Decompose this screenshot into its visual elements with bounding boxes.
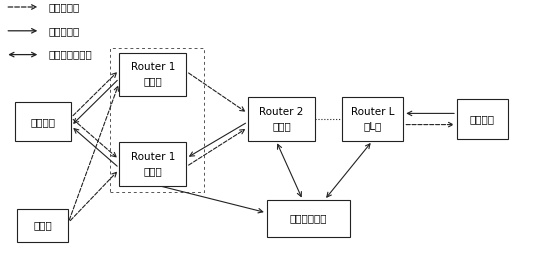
Text: Router L
第L层: Router L 第L层 (351, 107, 394, 131)
FancyBboxPatch shape (15, 102, 71, 141)
Text: 检测数据及结果: 检测数据及结果 (48, 50, 92, 60)
Text: 源服务器: 源服务器 (470, 114, 495, 124)
Text: 攻击者: 攻击者 (34, 220, 52, 230)
Text: 数据融合中心: 数据融合中心 (289, 213, 327, 223)
Text: Router 1
第一层: Router 1 第一层 (131, 152, 175, 176)
FancyBboxPatch shape (17, 209, 69, 241)
Text: Router 2
第二层: Router 2 第二层 (259, 107, 303, 131)
FancyBboxPatch shape (266, 200, 349, 237)
FancyBboxPatch shape (248, 97, 315, 141)
Text: 发送兴趣包: 发送兴趣包 (48, 2, 79, 12)
FancyBboxPatch shape (119, 142, 187, 186)
Text: 合法用户: 合法用户 (31, 117, 55, 127)
FancyBboxPatch shape (457, 99, 508, 139)
Text: Router 1
第一层: Router 1 第一层 (131, 62, 175, 86)
FancyBboxPatch shape (342, 97, 403, 141)
Text: 返回数据包: 返回数据包 (48, 26, 79, 36)
FancyBboxPatch shape (119, 53, 187, 96)
